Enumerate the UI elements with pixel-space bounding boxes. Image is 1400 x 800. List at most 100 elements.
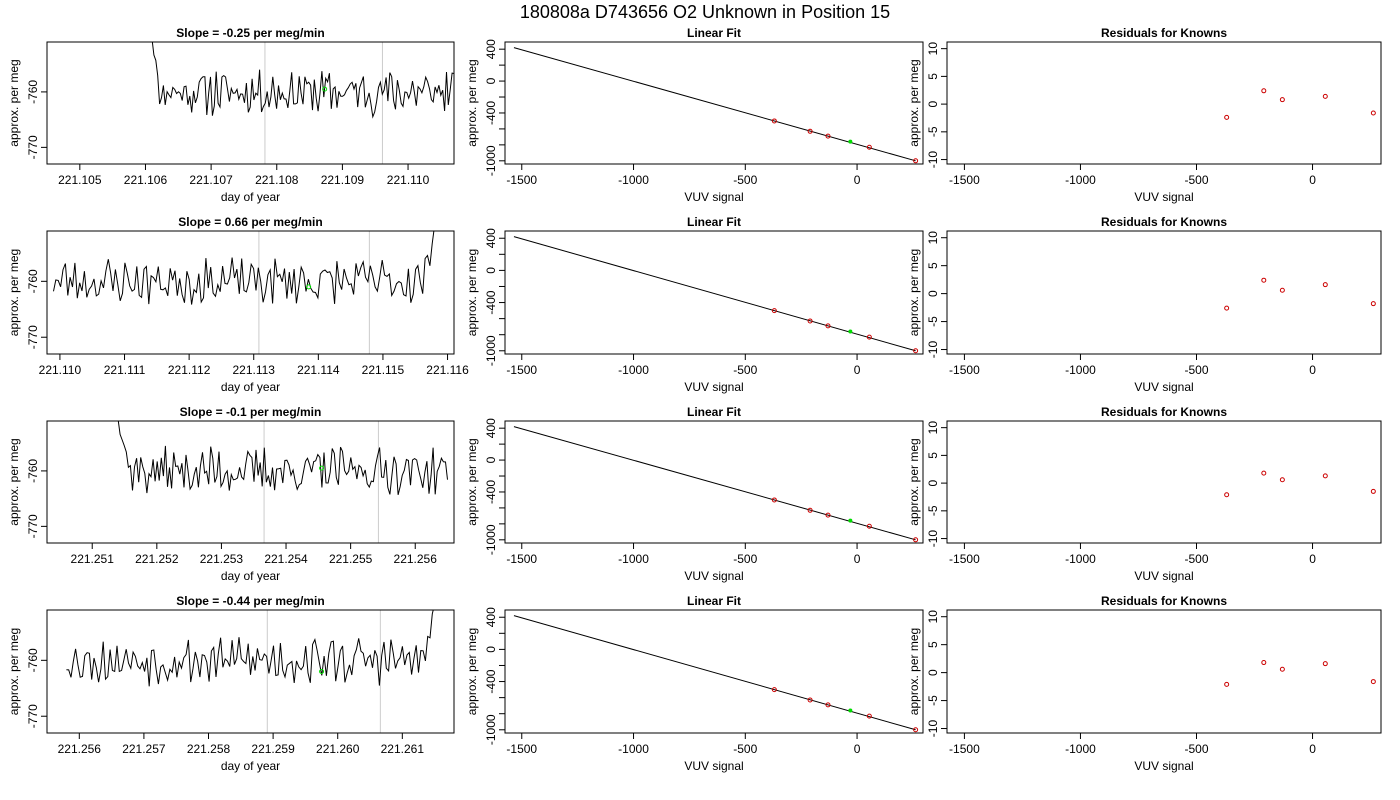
- residual-point: [1322, 661, 1328, 667]
- data-trace: [66, 610, 434, 687]
- panel-9: Residuals for Knowns -1500 -1000 -500 0 10 5 0 -…: [907, 26, 1382, 204]
- x-tick-label: -1000: [618, 552, 649, 566]
- plot-area: [117, 421, 448, 543]
- plot-frame: [46, 420, 455, 544]
- unknown-marker: [306, 284, 312, 290]
- x-axis-label: VUV signal: [1134, 190, 1193, 204]
- y-tick-label: -400: [484, 480, 498, 504]
- x-tick-label: -500: [733, 173, 757, 187]
- y-axis-label: approx. per meg: [465, 249, 479, 336]
- panel-title: Linear Fit: [687, 215, 741, 229]
- panel-10: Residuals for Knowns -1500 -1000 -500 0 10 5 0 -…: [907, 215, 1382, 394]
- residual-point: [1261, 660, 1267, 666]
- y-tick-label: -400: [484, 669, 498, 693]
- x-tick-label: -1500: [506, 552, 537, 566]
- y-tick-label: 10: [926, 610, 940, 624]
- plot-area: [151, 42, 454, 164]
- y-tick-label: 0: [484, 77, 498, 84]
- residual-point: [1370, 301, 1376, 307]
- y-tick-label: -760: [26, 459, 40, 483]
- residual-point: [1370, 488, 1376, 494]
- known-point: [807, 128, 813, 134]
- x-tick-label: 221.115: [362, 363, 405, 377]
- x-tick-label: -1500: [506, 363, 537, 377]
- y-tick-label: 5: [926, 73, 940, 80]
- known-point: [825, 323, 831, 329]
- y-tick-label: 5: [926, 641, 940, 648]
- panel-title: Slope = 0.66 per meg/min: [178, 215, 322, 229]
- x-tick-label: 221.254: [264, 552, 308, 566]
- panel-title: Slope = -0.25 per meg/min: [176, 26, 324, 40]
- x-tick-label: -500: [733, 742, 757, 756]
- x-tick-label: 221.111: [104, 363, 146, 377]
- plot-area: [1224, 470, 1376, 498]
- y-tick-label: -5: [926, 695, 940, 706]
- y-axis-label: approx. per meg: [7, 59, 21, 146]
- plot-area: [513, 426, 919, 543]
- y-tick-label: -1000: [484, 335, 498, 366]
- x-axis-label: VUV signal: [1134, 759, 1193, 773]
- plot-frame: [504, 609, 924, 734]
- x-tick-label: 0: [854, 742, 861, 756]
- y-tick-label: 400: [484, 39, 498, 59]
- panel-2: Slope = 0.66 per meg/min 221.110 221.111 22…: [7, 215, 469, 394]
- x-tick-label: 221.110: [387, 173, 430, 187]
- y-tick-label: 5: [926, 452, 940, 459]
- residual-point: [1224, 492, 1230, 498]
- x-tick-label: 221.110: [39, 363, 82, 377]
- panel-title: Residuals for Knowns: [1101, 594, 1227, 608]
- panel-title: Linear Fit: [687, 405, 741, 419]
- y-axis-label: approx. per meg: [7, 628, 21, 715]
- x-tick-label: -1500: [949, 742, 980, 756]
- y-tick-label: 10: [926, 421, 940, 435]
- panel-title: Slope = -0.1 per meg/min: [180, 405, 322, 419]
- unknown-marker: [319, 465, 325, 471]
- x-tick-label: 221.259: [251, 742, 295, 756]
- x-tick-label: 221.108: [255, 173, 299, 187]
- residual-point: [1322, 93, 1328, 99]
- residual-point: [1279, 666, 1285, 672]
- y-tick-label: 10: [926, 231, 940, 245]
- residual-point: [1279, 477, 1285, 483]
- x-tick-label: -500: [733, 552, 757, 566]
- y-axis-label: approx. per meg: [465, 59, 479, 146]
- x-axis-label: day of year: [221, 190, 280, 204]
- x-tick-label: -1500: [506, 742, 537, 756]
- plot-area: [1224, 660, 1376, 687]
- data-trace: [53, 231, 435, 305]
- x-tick-label: 0: [1309, 742, 1316, 756]
- plot-frame: [504, 41, 924, 165]
- y-tick-label: 0: [484, 646, 498, 653]
- y-tick-label: 0: [926, 100, 940, 107]
- x-tick-label: -1500: [506, 173, 537, 187]
- unknown-point: [848, 518, 853, 523]
- x-tick-label: 221.255: [329, 552, 373, 566]
- x-tick-label: 221.106: [124, 173, 168, 187]
- y-axis-label: approx. per meg: [907, 59, 921, 146]
- y-tick-label: -5: [926, 505, 940, 516]
- residual-point: [1224, 305, 1230, 311]
- x-axis-label: day of year: [221, 569, 280, 583]
- panel-8: Linear Fit -1500 -1000 -500 0 400 0 -400 -1000 VU…: [465, 594, 924, 773]
- known-point: [913, 727, 919, 733]
- plot-area: [1224, 88, 1376, 120]
- x-tick-label: 221.113: [232, 363, 275, 377]
- x-tick-label: 221.109: [321, 173, 365, 187]
- y-tick-label: -5: [926, 126, 940, 137]
- known-point: [807, 318, 813, 324]
- residual-point: [1279, 97, 1285, 103]
- x-tick-label: 221.261: [381, 742, 425, 756]
- plot-frame: [946, 420, 1382, 544]
- plot-frame: [946, 41, 1382, 165]
- plot-area: [513, 236, 919, 354]
- x-tick-label: 0: [854, 363, 861, 377]
- x-tick-label: 221.251: [71, 552, 115, 566]
- x-tick-label: -1000: [1065, 173, 1096, 187]
- x-axis-label: VUV signal: [1134, 380, 1193, 394]
- fit-line: [513, 615, 916, 731]
- panels: Slope = -0.25 per meg/min 221.105 221.106 2…: [7, 26, 1382, 773]
- plot-frame: [946, 230, 1382, 355]
- y-tick-label: 0: [484, 267, 498, 274]
- x-axis-label: VUV signal: [684, 759, 743, 773]
